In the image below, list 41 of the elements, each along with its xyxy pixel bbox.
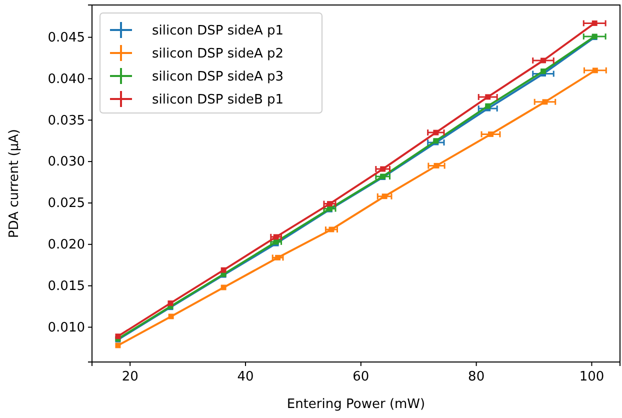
y-tick-label: 0.020 [48,238,85,253]
point [168,300,174,306]
point [382,194,388,200]
point [328,226,334,232]
point [592,20,598,26]
y-axis-title: PDA current (µA) [7,129,22,238]
point [540,68,546,74]
y-tick-label: 0.040 [48,72,85,87]
point [275,254,281,260]
legend-label: silicon DSP sideB p1 [152,92,284,108]
y-tick-label: 0.035 [48,113,85,128]
x-axis-title: Entering Power (mW) [286,397,426,412]
x-tick-label: 60 [352,370,370,385]
point [433,130,439,136]
point [434,162,440,168]
point [485,103,491,109]
point [168,314,174,320]
point [380,166,386,172]
point [327,201,332,207]
point [485,94,491,100]
point [115,334,121,340]
point [115,342,121,348]
legend-label: silicon DSP sideA p2 [152,46,284,62]
y-tick-label: 0.030 [48,154,85,170]
legend-label: silicon DSP sideA p1 [152,24,284,39]
point [273,234,279,240]
point [488,131,494,137]
point [220,284,226,290]
point [220,267,226,273]
y-tick-label: 0.010 [48,320,85,336]
point [542,99,548,105]
y-tick-label: 0.045 [48,30,85,46]
point [592,68,598,74]
x-tick-label: 20 [122,370,138,385]
legend-label: silicon DSP sideA p3 [152,70,284,85]
y-tick-label: 0.015 [48,278,85,294]
point [540,58,546,64]
x-tick-label: 100 [579,370,604,385]
x-tick-label: 40 [237,370,254,385]
x-tick-label: 80 [468,370,485,385]
y-tick-label: 0.025 [48,196,85,212]
